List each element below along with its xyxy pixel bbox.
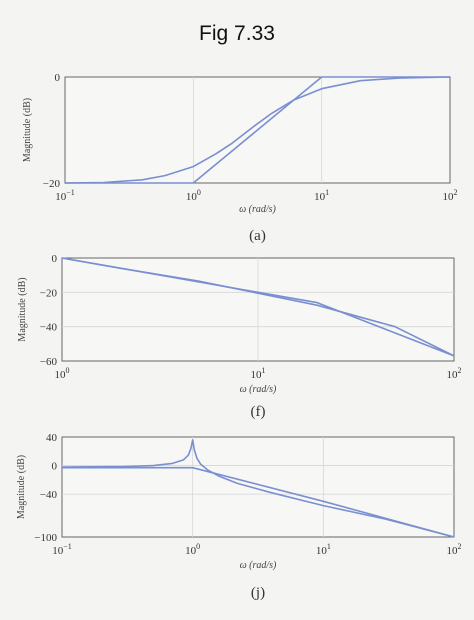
chart-panel-2: 10−1 100 101 102 −100 −40 0 40 ω (rad/s) Magnitud… [16,432,462,601]
y-tick-label: −60 [40,356,58,368]
panel-caption: (f) [251,404,266,420]
y-tick-label: 40 [46,432,58,444]
asymptote-line [61,257,455,357]
page-title: Fig 7.33 [199,22,275,45]
x-tick-label: 102 [447,366,462,381]
x-tick-label: 101 [316,542,331,557]
panel-caption: (j) [251,585,265,601]
plot-frame [61,436,455,538]
y-tick-label: −20 [40,287,58,299]
y-tick-label: −40 [40,489,58,501]
exact-magnitude-line [61,439,455,538]
y-tick-label: 0 [52,253,58,265]
chart-panel-1: 100 101 102 −60 −40 −20 0 ω (rad/s) Magnitude (d… [17,253,462,420]
x-tick-label: 100 [185,542,200,557]
x-axis-label: ω (rad/s) [239,204,276,215]
x-axis-label: ω (rad/s) [240,560,277,571]
x-tick-label: 10−1 [52,542,72,557]
y-axis-label: Magnitude (dB) [17,277,28,341]
y-tick-label: 0 [52,461,58,473]
y-tick-label: −100 [34,532,57,544]
x-tick-label: 100 [55,366,70,381]
x-tick-label: 101 [314,188,329,203]
x-tick-label: 101 [251,366,266,381]
asymptote-line [62,466,455,538]
x-tick-label: 100 [186,188,201,203]
y-axis-label: Magnitude (dB) [16,455,27,519]
exact-magnitude-line [64,76,451,184]
asymptote-line [65,76,450,184]
panel-caption: (a) [249,228,266,244]
chart-panel-0: 10−1 100 101 102 −20 0 ω (rad/s) Magnitude (dB)… [22,72,458,244]
x-tick-label: 10−1 [55,188,75,203]
y-axis-label: Magnitude (dB) [22,98,33,162]
y-tick-label: −40 [40,322,58,334]
y-tick-label: −20 [43,178,61,190]
x-tick-label: 102 [443,188,458,203]
x-axis-label: ω (rad/s) [240,384,277,395]
y-tick-label: 0 [55,72,61,84]
x-tick-label: 102 [447,542,462,557]
